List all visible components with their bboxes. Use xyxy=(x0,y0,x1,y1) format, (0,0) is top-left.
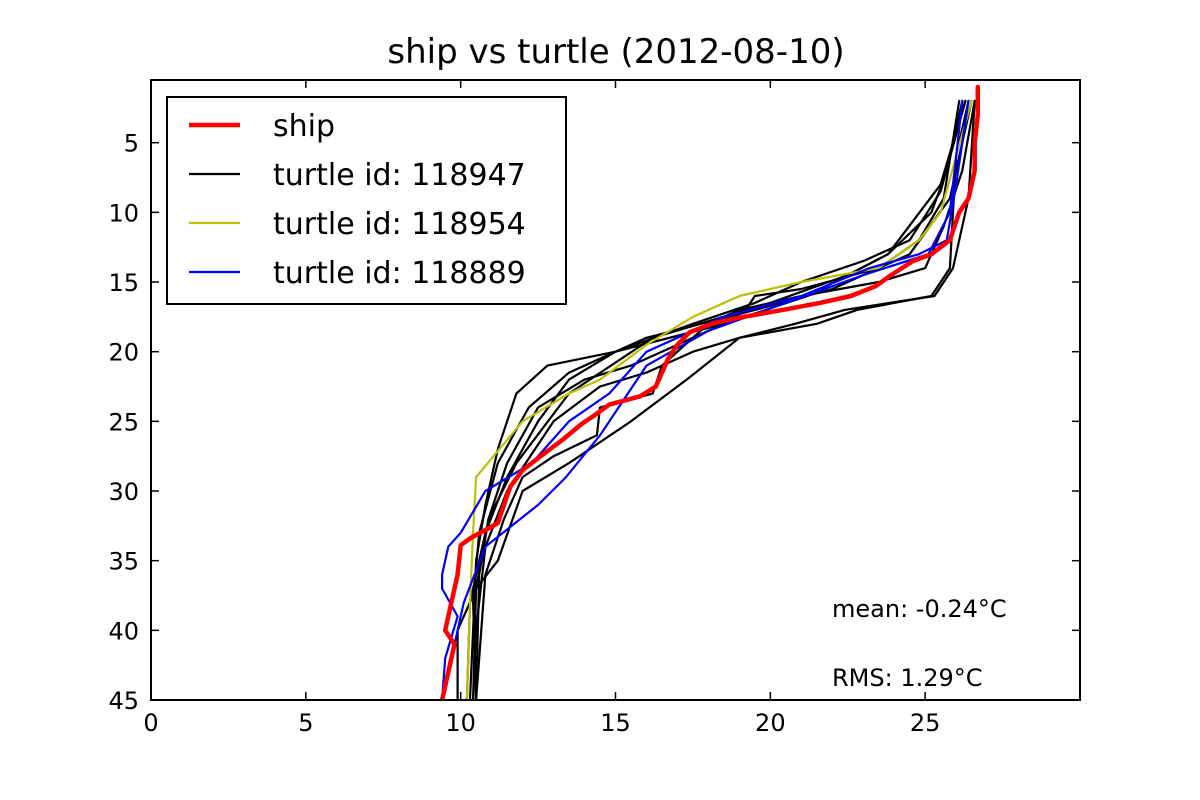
series-layer xyxy=(439,84,981,700)
x-tick-label: 10 xyxy=(445,709,476,737)
legend-label-turtle-id-118889: turtle id: 118889 xyxy=(273,256,526,291)
series-line-turtle-118947-profile-7 xyxy=(456,99,976,700)
y-tick-label: 30 xyxy=(108,478,139,506)
chart-title: ship vs turtle (2012-08-10) xyxy=(387,32,844,72)
series-line-ship xyxy=(439,84,981,700)
y-tick-label: 40 xyxy=(108,617,139,645)
series-line-turtle-118947-profile-8 xyxy=(465,99,967,700)
legend-box xyxy=(166,96,567,305)
legend-label-turtle-id-118947: turtle id: 118947 xyxy=(273,158,526,193)
y-tick-label: 15 xyxy=(108,269,139,297)
legend-label-turtle-id-118954: turtle id: 118954 xyxy=(273,207,526,242)
y-tick-label: 35 xyxy=(108,548,139,576)
y-tick-label: 5 xyxy=(124,130,139,158)
x-tick-label: 0 xyxy=(143,709,158,737)
x-tick-label: 5 xyxy=(298,709,313,737)
y-tick-label: 10 xyxy=(108,199,139,227)
y-tick-label: 20 xyxy=(108,339,139,367)
x-tick-label: 20 xyxy=(755,709,786,737)
legend: ship turtle id: 118947 turtle id: 118954 tu… xyxy=(166,96,567,305)
plot-frame xyxy=(150,79,1081,701)
x-tick-label: 15 xyxy=(600,709,631,737)
series-line-turtle-id-118954 xyxy=(465,99,973,700)
y-tick-label: 45 xyxy=(108,687,139,715)
y-tick-label: 25 xyxy=(108,408,139,436)
rms-annotation: RMS: 1.29°C xyxy=(832,664,983,692)
series-line-turtle-id-118889 xyxy=(441,99,970,700)
x-tick-label: 25 xyxy=(910,709,941,737)
mean-annotation: mean: -0.24°C xyxy=(832,595,1007,623)
legend-label-ship: ship xyxy=(273,109,335,144)
tick-layer: 0 5 10 15 20 25 5 10 15 20 25 30 35 40 45 xyxy=(108,80,1080,737)
